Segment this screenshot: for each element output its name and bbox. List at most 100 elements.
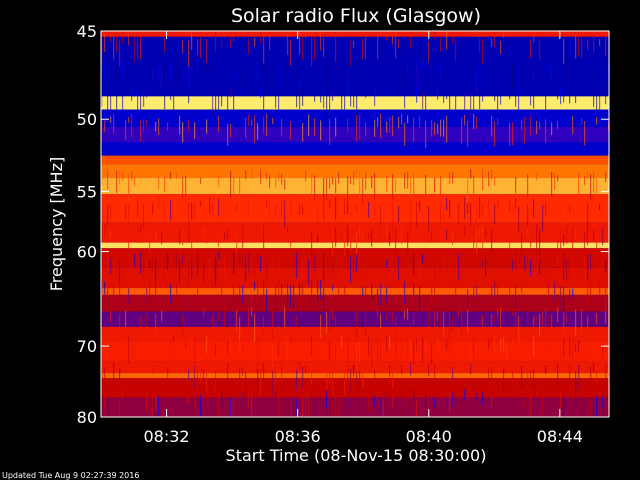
noise-streak bbox=[239, 256, 241, 264]
noise-streak bbox=[353, 391, 355, 417]
noise-streak bbox=[551, 171, 553, 197]
noise-streak bbox=[359, 399, 361, 417]
noise-streak bbox=[530, 393, 532, 416]
noise-streak bbox=[323, 197, 325, 221]
noise-streak bbox=[356, 370, 358, 388]
noise-streak bbox=[575, 371, 577, 398]
noise-streak bbox=[587, 172, 589, 179]
noise-streak bbox=[353, 86, 355, 108]
noise-streak bbox=[557, 307, 559, 323]
noise-streak bbox=[155, 233, 157, 240]
noise-streak bbox=[161, 257, 163, 280]
noise-streak bbox=[299, 64, 301, 92]
noise-streak bbox=[554, 172, 556, 190]
noise-streak bbox=[386, 313, 388, 320]
noise-streak bbox=[326, 390, 328, 409]
spectrogram-band bbox=[101, 127, 609, 143]
noise-streak bbox=[128, 33, 130, 46]
noise-streak bbox=[587, 255, 589, 280]
noise-streak bbox=[491, 368, 493, 395]
noise-streak bbox=[365, 173, 367, 190]
noise-streak bbox=[287, 335, 289, 359]
noise-streak bbox=[395, 229, 397, 255]
noise-streak bbox=[374, 339, 376, 350]
noise-streak bbox=[137, 89, 139, 117]
noise-streak bbox=[230, 397, 232, 417]
noise-streak bbox=[332, 285, 334, 292]
noise-streak bbox=[524, 337, 526, 360]
noise-streak bbox=[353, 170, 355, 186]
noise-streak bbox=[392, 364, 394, 389]
x-tick-label: 08:32 bbox=[143, 427, 189, 446]
noise-streak bbox=[272, 310, 274, 338]
noise-streak bbox=[185, 175, 187, 195]
noise-streak bbox=[458, 253, 460, 281]
noise-streak bbox=[446, 339, 448, 350]
noise-streak bbox=[155, 313, 157, 336]
noise-streak bbox=[134, 175, 136, 187]
noise-streak bbox=[509, 228, 511, 251]
noise-streak bbox=[380, 113, 382, 138]
noise-streak bbox=[389, 365, 391, 377]
noise-streak bbox=[362, 177, 364, 206]
noise-streak bbox=[437, 86, 439, 100]
noise-streak bbox=[350, 398, 352, 407]
noise-streak bbox=[401, 113, 403, 125]
noise-streak bbox=[554, 282, 556, 301]
noise-streak bbox=[407, 252, 409, 267]
noise-streak bbox=[347, 254, 349, 270]
noise-streak bbox=[431, 62, 433, 80]
noise-streak bbox=[512, 308, 514, 316]
noise-streak bbox=[242, 392, 244, 403]
noise-streak bbox=[374, 368, 376, 387]
noise-streak bbox=[599, 282, 601, 295]
spectrogram-band bbox=[101, 109, 609, 128]
spectrogram-band bbox=[101, 31, 609, 37]
noise-streak bbox=[236, 66, 238, 83]
noise-streak bbox=[491, 115, 493, 137]
noise-streak bbox=[242, 67, 244, 92]
noise-streak bbox=[461, 310, 463, 335]
noise-streak bbox=[521, 62, 523, 88]
noise-streak bbox=[404, 173, 406, 189]
noise-streak bbox=[152, 66, 154, 79]
noise-streak bbox=[605, 34, 607, 56]
noise-streak bbox=[149, 336, 151, 362]
spectrogram-band bbox=[101, 326, 609, 343]
noise-streak bbox=[455, 39, 457, 62]
noise-streak bbox=[227, 65, 229, 74]
noise-streak bbox=[206, 228, 208, 244]
noise-streak bbox=[329, 199, 331, 209]
noise-streak bbox=[188, 91, 190, 104]
noise-streak bbox=[593, 59, 595, 82]
noise-streak bbox=[434, 31, 436, 39]
noise-streak bbox=[218, 175, 220, 188]
noise-streak bbox=[545, 202, 547, 217]
noise-streak bbox=[395, 178, 397, 192]
noise-streak bbox=[122, 32, 124, 44]
noise-streak bbox=[233, 94, 235, 110]
noise-streak bbox=[296, 87, 298, 108]
noise-streak bbox=[407, 232, 409, 258]
noise-streak bbox=[527, 311, 529, 329]
noise-streak bbox=[275, 177, 277, 188]
noise-streak bbox=[590, 254, 592, 271]
noise-streak bbox=[215, 95, 217, 119]
noise-streak bbox=[428, 307, 430, 328]
noise-streak bbox=[398, 39, 400, 49]
noise-streak bbox=[557, 228, 559, 249]
noise-streak bbox=[314, 33, 316, 61]
noise-streak bbox=[482, 392, 484, 406]
noise-streak bbox=[197, 61, 199, 74]
noise-streak bbox=[101, 37, 103, 66]
noise-streak bbox=[332, 89, 334, 101]
noise-streak bbox=[353, 259, 355, 273]
noise-streak bbox=[413, 117, 415, 142]
noise-streak bbox=[242, 254, 244, 269]
noise-streak bbox=[362, 259, 364, 277]
noise-streak bbox=[131, 230, 133, 239]
noise-streak bbox=[347, 118, 349, 132]
noise-streak bbox=[416, 337, 418, 352]
noise-streak bbox=[242, 344, 244, 351]
noise-streak bbox=[425, 120, 427, 149]
